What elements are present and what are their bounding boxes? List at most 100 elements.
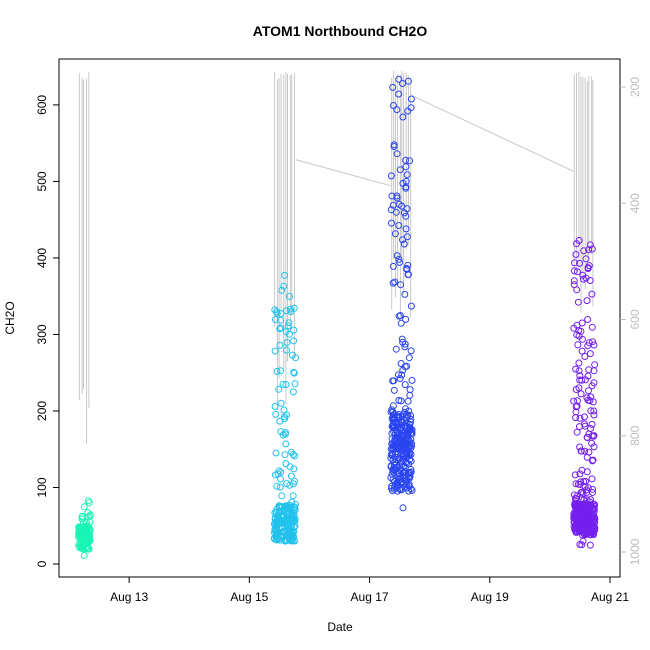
- data-point: [585, 387, 592, 395]
- data-point: [580, 513, 588, 521]
- data-point: [271, 514, 279, 522]
- x-axis-label: Date: [327, 620, 353, 634]
- data-point: [585, 246, 593, 254]
- data-point: [407, 412, 414, 419]
- data-point: [282, 536, 290, 544]
- data-point: [579, 527, 587, 535]
- data-point: [577, 495, 585, 503]
- y-axis-label: CH2O: [3, 301, 17, 334]
- series-flight-3: [387, 75, 416, 512]
- data-point: [399, 236, 406, 244]
- data-point: [403, 479, 410, 487]
- series-flight-1: [75, 497, 94, 559]
- data-point: [391, 278, 399, 286]
- data-point: [574, 397, 581, 405]
- data-point: [276, 417, 284, 425]
- data-point: [404, 261, 412, 269]
- data-point: [588, 290, 596, 298]
- data-point: [287, 308, 295, 316]
- data-point: [288, 510, 296, 518]
- data-point: [289, 515, 297, 523]
- y-tick-label: 500: [35, 171, 49, 191]
- data-point: [395, 371, 402, 379]
- data-point: [404, 271, 412, 279]
- data-point: [285, 319, 293, 327]
- data-point: [581, 447, 589, 455]
- data-point: [271, 403, 279, 410]
- data-point: [399, 80, 406, 87]
- data-point: [573, 268, 581, 276]
- data-point: [281, 271, 289, 279]
- data-point: [583, 433, 591, 441]
- data-point: [401, 340, 409, 348]
- data-point: [407, 104, 415, 112]
- data-point: [577, 447, 585, 455]
- pressure-line-flight-4: [573, 71, 594, 313]
- data-point: [572, 365, 580, 373]
- data-point: [271, 529, 278, 537]
- data-point: [588, 475, 596, 483]
- data-point: [576, 507, 584, 515]
- data-point: [576, 414, 584, 422]
- data-point: [572, 386, 580, 393]
- data-point: [392, 208, 400, 216]
- data-point: [571, 259, 578, 267]
- data-point: [587, 529, 595, 537]
- y2-tick-label: 600: [628, 309, 642, 329]
- y-tick-label: 100: [35, 477, 49, 497]
- data-point: [388, 470, 396, 478]
- data-point: [275, 467, 283, 475]
- data-point: [390, 386, 398, 394]
- data-point: [407, 426, 415, 434]
- data-point: [388, 415, 396, 423]
- data-point: [85, 545, 92, 552]
- data-point: [580, 247, 588, 255]
- data-point: [391, 483, 399, 491]
- data-point: [587, 407, 595, 415]
- data-point: [588, 420, 596, 428]
- y-tick-label: 300: [35, 324, 49, 344]
- data-point: [79, 536, 87, 544]
- data-point: [289, 451, 297, 458]
- data-point: [399, 366, 407, 374]
- data-point: [396, 312, 404, 319]
- data-point: [280, 282, 288, 290]
- data-point: [403, 476, 411, 484]
- data-point: [401, 290, 409, 298]
- data-point: [403, 171, 411, 179]
- data-point: [280, 507, 288, 514]
- series-flight-2: [270, 271, 300, 545]
- x-tick-label: Aug 21: [591, 590, 629, 604]
- data-point: [403, 233, 411, 241]
- data-point: [398, 371, 406, 379]
- data-point: [84, 509, 92, 517]
- data-point: [590, 379, 598, 387]
- data-point: [573, 521, 581, 529]
- data-point: [291, 452, 299, 460]
- data-point: [402, 481, 410, 489]
- data-point: [585, 518, 593, 525]
- data-point: [407, 302, 415, 310]
- data-point: [401, 343, 409, 351]
- data-point: [393, 252, 401, 260]
- data-point: [271, 471, 279, 479]
- data-point: [582, 477, 590, 485]
- data-point: [395, 222, 403, 229]
- data-point: [394, 468, 402, 476]
- data-point: [277, 399, 285, 407]
- y-tick-label: 600: [35, 95, 49, 115]
- data-point: [289, 492, 297, 500]
- data-point: [405, 460, 413, 468]
- data-point: [389, 402, 397, 410]
- data-point: [398, 202, 406, 210]
- data-point: [272, 410, 280, 418]
- x-tick-label: Aug 19: [471, 590, 509, 604]
- data-point: [277, 475, 285, 483]
- data-point: [276, 325, 284, 333]
- data-point: [290, 326, 298, 334]
- data-point: [400, 240, 408, 248]
- data-point: [290, 506, 298, 514]
- data-point: [402, 471, 410, 479]
- data-point: [388, 440, 396, 448]
- data-point: [389, 201, 397, 209]
